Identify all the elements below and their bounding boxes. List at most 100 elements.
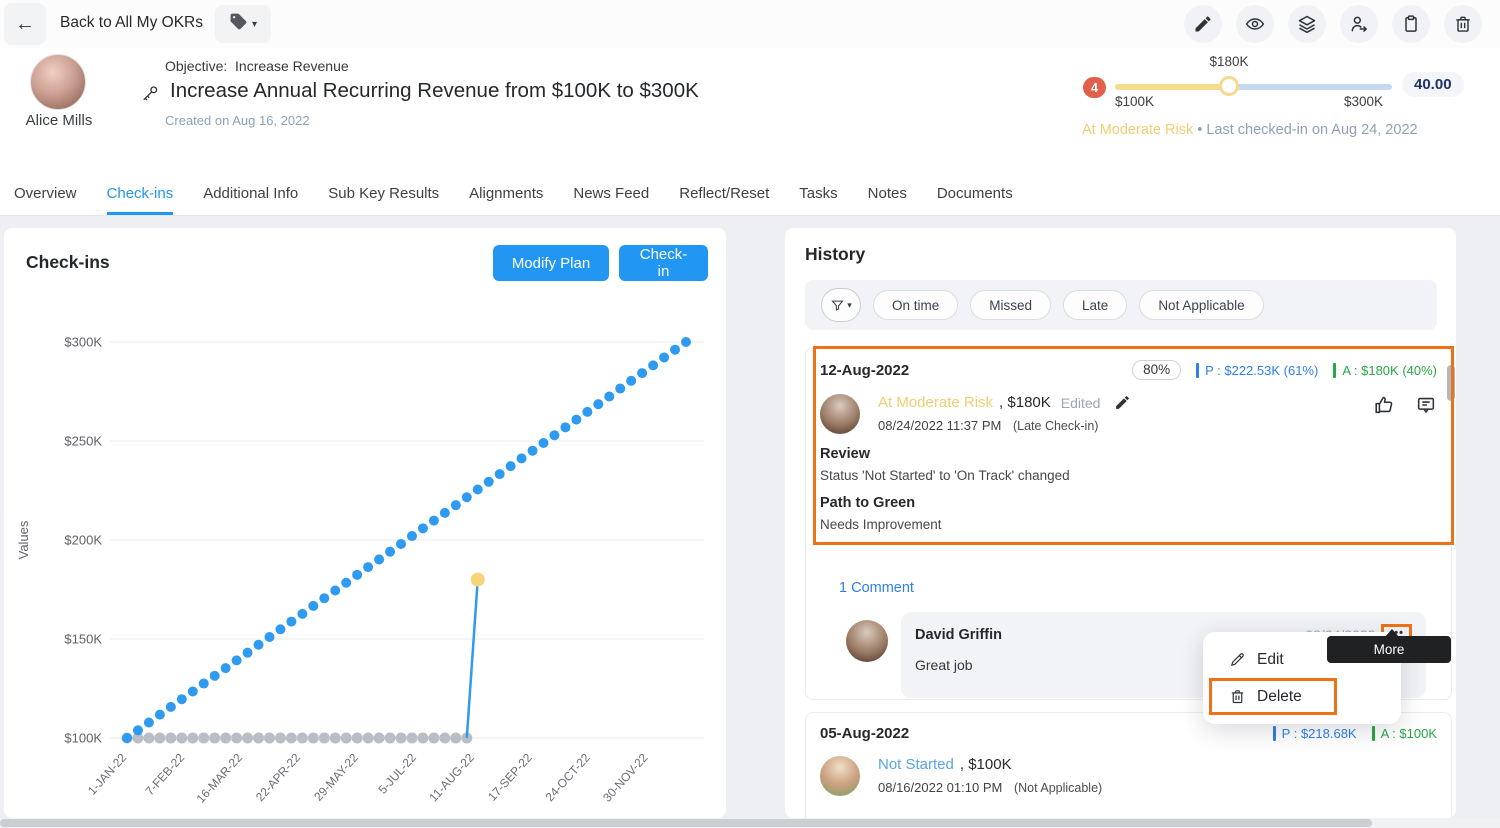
actual-value: A : $180K (40%) [1333, 362, 1437, 378]
back-label[interactable]: Back to All My OKRs [60, 14, 203, 31]
checkin-value: , $180K [999, 394, 1051, 411]
thumbs-up-icon[interactable] [1373, 394, 1395, 416]
created-date: Created on Aug 16, 2022 [165, 113, 310, 128]
svg-text:$200K: $200K [64, 533, 102, 548]
progress-pill: 80% [1132, 360, 1182, 380]
context-menu-delete[interactable]: Delete [1203, 678, 1401, 715]
reassign-owner-button[interactable] [1340, 5, 1378, 43]
progress-slider-thumb[interactable] [1219, 76, 1239, 96]
svg-text:$100K: $100K [64, 731, 102, 746]
comments-link[interactable]: 1 Comment [839, 580, 914, 596]
checkin-timing: (Not Applicable) [1013, 781, 1103, 795]
back-button[interactable]: ← [4, 3, 46, 45]
delete-button[interactable] [1444, 5, 1482, 43]
owner-name: Alice Mills [25, 112, 93, 129]
checkin-row: At Moderate Risk , $180K Edited 08/24/20… [806, 380, 1451, 434]
modify-plan-button[interactable]: Modify Plan [493, 245, 609, 281]
tag-icon [229, 12, 248, 36]
slider-max-value: $300K [1344, 94, 1384, 109]
filter-on-time[interactable]: On time [873, 290, 959, 320]
filter-not-applicable[interactable]: Not Applicable [1139, 290, 1264, 320]
status-line: At Moderate Risk • Last checked-in on Au… [1082, 118, 1432, 142]
checkin-timestamp: 08/24/2022 11:37 PM [878, 418, 1002, 433]
trash-icon [1231, 690, 1244, 704]
pencil-icon [1230, 653, 1244, 667]
path-to-green-block: Path to Green Needs Improvement [806, 495, 1451, 532]
tab-sub-key-results[interactable]: Sub Key Results [328, 185, 440, 202]
horizontal-scrollbar-track[interactable] [0, 818, 1500, 828]
tab-news-feed[interactable]: News Feed [573, 185, 650, 202]
history-entry: 05-Aug-2022 P : $218.68K A : $100K Not S… [805, 712, 1452, 818]
layers-icon [1298, 15, 1316, 34]
eye-icon [1245, 18, 1265, 30]
edited-label: Edited [1060, 394, 1101, 411]
progress-slider-fill [1115, 84, 1229, 90]
more-tooltip: More [1327, 629, 1451, 663]
tab-check-ins[interactable]: Check-ins [106, 185, 174, 215]
svg-text:17-SEP-22: 17-SEP-22 [485, 750, 535, 803]
tab-additional-info[interactable]: Additional Info [203, 185, 299, 202]
checkin-status: Not Started [878, 756, 954, 773]
tab-documents[interactable]: Documents [936, 185, 1013, 202]
filter-missed[interactable]: Missed [970, 290, 1052, 320]
edit-checkin-icon[interactable] [1114, 394, 1131, 411]
edit-button[interactable] [1184, 5, 1222, 43]
tag-dropdown-button[interactable]: ▾ [215, 5, 271, 43]
context-menu-edit[interactable]: Edit [1203, 641, 1401, 678]
checkin-timing: (Late Check-in) [1012, 419, 1099, 433]
view-button[interactable] [1236, 5, 1274, 43]
svg-text:7-FEB-22: 7-FEB-22 [142, 750, 187, 798]
entry-header-row: 05-Aug-2022 P : $218.68K A : $100K [806, 713, 1451, 742]
filter-dropdown-button[interactable]: ▾ [821, 288, 861, 322]
tab-reflect-reset[interactable]: Reflect/Reset [679, 185, 770, 202]
tab-notes[interactable]: Notes [867, 185, 907, 202]
owner-avatar [30, 54, 86, 110]
comment-text: Great job [915, 657, 973, 673]
checkin-avatar [820, 756, 860, 796]
check-in-button[interactable]: Check-in [619, 245, 708, 281]
checkin-value: , $100K [959, 756, 1012, 773]
funnel-icon [831, 300, 844, 311]
clipboard-button[interactable] [1392, 5, 1430, 43]
review-block: Review Status 'Not Started' to 'On Track… [806, 446, 1451, 483]
filter-late[interactable]: Late [1063, 290, 1128, 320]
layers-button[interactable] [1288, 5, 1326, 43]
status-badge: At Moderate Risk [1082, 122, 1194, 138]
tab-overview[interactable]: Overview [14, 185, 77, 202]
comment-icon[interactable] [1415, 394, 1437, 416]
horizontal-scrollbar-thumb[interactable] [0, 819, 1372, 827]
pencil-icon [1195, 16, 1211, 32]
trash-icon [1456, 16, 1470, 32]
comment-avatar [846, 620, 888, 662]
clipboard-icon [1405, 15, 1417, 32]
checkins-panel-title: Check-ins [26, 252, 110, 272]
objective-label: Objective: [165, 58, 228, 74]
planned-bar [1272, 726, 1276, 741]
tab-alignments[interactable]: Alignments [469, 185, 544, 202]
checkin-timestamp: 08/16/2022 01:10 PM [878, 780, 1003, 795]
svg-text:Values: Values [16, 520, 31, 559]
review-text: Status 'Not Started' to 'On Track' chang… [820, 468, 1070, 483]
slider-min-value: $100K [1115, 94, 1155, 109]
svg-text:29-MAY-22: 29-MAY-22 [311, 750, 361, 803]
last-checkin-text: • Last checked-in on Aug 24, 2022 [1197, 122, 1418, 138]
svg-text:$150K: $150K [64, 632, 102, 647]
key-result-title: Increase Annual Recurring Revenue from $… [170, 79, 699, 102]
key-result-icon [140, 84, 160, 104]
path-to-green-title: Path to Green [820, 495, 916, 511]
history-scrollbar[interactable] [1447, 365, 1455, 401]
user-arrow-icon [1351, 16, 1368, 32]
actual-bar [1333, 362, 1337, 378]
slider-current-value: $180K [1209, 54, 1249, 69]
path-to-green-text: Needs Improvement [820, 517, 942, 532]
svg-text:$250K: $250K [64, 434, 102, 449]
tab-tasks[interactable]: Tasks [799, 185, 838, 202]
review-title: Review [820, 446, 870, 462]
history-panel: History ▾ On time Missed Late Not Applic… [785, 228, 1456, 818]
progress-slider-track[interactable] [1115, 84, 1392, 90]
risk-count-badge[interactable]: 4 [1083, 77, 1106, 98]
topbar-actions [1184, 5, 1482, 43]
svg-text:22-APR-22: 22-APR-22 [253, 750, 303, 804]
objective-name[interactable]: Increase Revenue [235, 58, 349, 74]
checkin-status: At Moderate Risk [878, 394, 994, 411]
